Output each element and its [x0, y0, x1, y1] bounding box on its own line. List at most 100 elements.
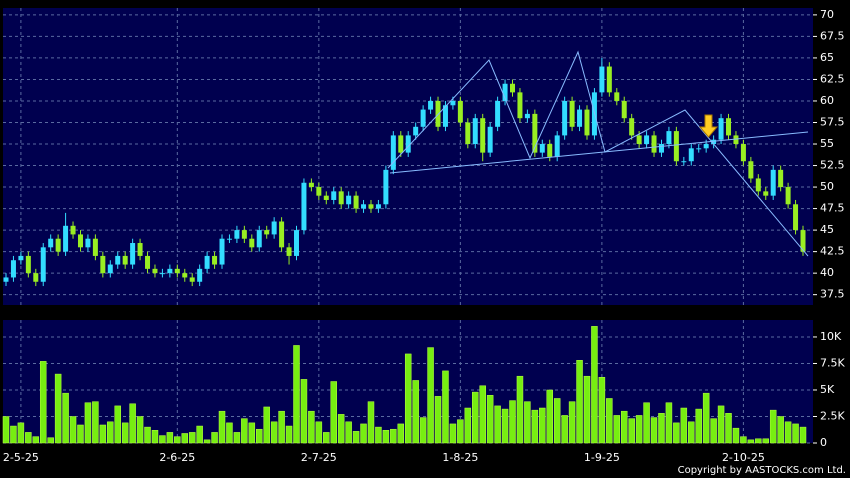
volume-bar: [92, 401, 99, 444]
volume-bar: [25, 432, 32, 444]
y-tick-label: 37.5: [820, 288, 845, 301]
candle-body: [219, 238, 225, 265]
candle-body: [204, 255, 210, 269]
candle-body: [472, 118, 478, 145]
volume-bar: [784, 421, 792, 444]
x-tick-label: 2-5-25: [3, 451, 39, 464]
candle-body: [450, 100, 456, 106]
volume-bar: [516, 375, 524, 444]
candle-body: [212, 255, 218, 265]
volume-bar: [486, 395, 494, 444]
y-tick-label: 60: [820, 94, 834, 107]
volume-bar: [345, 421, 352, 444]
candle-body: [666, 131, 672, 145]
volume-bar: [54, 373, 62, 444]
candle-body: [256, 230, 262, 248]
candle-body: [249, 238, 255, 248]
candle-body: [577, 109, 583, 127]
volume-bar: [248, 422, 256, 444]
candle-body: [279, 221, 285, 248]
candle-body: [92, 238, 98, 256]
volume-bar: [501, 408, 509, 444]
volume-bar: [390, 428, 397, 444]
candle-body: [159, 273, 165, 275]
candle-body: [778, 169, 784, 188]
candle-body: [353, 195, 359, 209]
candle-body: [539, 144, 545, 153]
candle-body: [800, 230, 806, 252]
candle-body: [70, 225, 76, 235]
y-tick-label: 10K: [820, 330, 842, 343]
volume-bar: [285, 425, 293, 444]
candle-body: [122, 255, 128, 265]
candle-body: [316, 187, 322, 196]
volume-bar: [166, 432, 174, 444]
volume-bar: [457, 419, 464, 444]
candle-body: [368, 204, 374, 209]
volume-bar: [583, 375, 591, 444]
neckline: [389, 131, 809, 174]
candle-body: [286, 247, 292, 256]
candle-body: [85, 238, 91, 248]
candle-body: [234, 230, 240, 239]
volume-bar: [598, 377, 606, 444]
x-tick-label: 2-10-25: [722, 451, 765, 464]
volume-bar: [129, 403, 136, 444]
volume-bar: [591, 326, 598, 444]
copyright: Copyright by AASTOCKS.com Ltd.: [678, 465, 846, 476]
candle-body: [763, 191, 769, 196]
candle-body: [688, 148, 694, 162]
volume-bar: [337, 414, 345, 444]
volume-bar: [762, 438, 770, 444]
volume-bar: [464, 407, 472, 444]
volume-bar: [747, 439, 755, 444]
volume-bar: [717, 405, 725, 444]
y-tick-label: 50: [820, 180, 834, 193]
y-tick-label: 55: [820, 137, 834, 150]
y-tick-label: 0: [820, 436, 827, 449]
candle-body: [55, 238, 61, 252]
candle-body: [338, 191, 344, 205]
candle-body: [77, 234, 83, 248]
candle-body: [40, 247, 46, 282]
candle-body: [145, 255, 151, 269]
volume-bar: [69, 416, 77, 444]
volume-bar: [397, 423, 405, 444]
volume-bar: [17, 422, 25, 444]
volume-bar: [375, 426, 382, 444]
candle-body: [413, 126, 419, 136]
volume-bar: [509, 400, 516, 444]
volume-bar: [404, 353, 412, 444]
candle-body: [733, 135, 739, 145]
volume-bar: [732, 427, 740, 444]
volume-bar: [203, 439, 211, 444]
candle-body: [793, 204, 799, 231]
volume-bar: [39, 361, 47, 444]
volume-bar: [524, 401, 531, 444]
candle-body: [681, 161, 687, 163]
volume-bar: [263, 406, 270, 444]
candle-body: [197, 268, 203, 282]
x-tick-label: 2-7-25: [301, 451, 337, 464]
y-tick-label: 45: [820, 223, 834, 236]
volume-bar: [211, 432, 218, 444]
y-tick-label: 47.5: [820, 202, 845, 215]
volume-bar: [613, 415, 621, 444]
candle-body: [189, 277, 195, 282]
volume-bar: [382, 430, 390, 444]
candle-body: [770, 169, 776, 196]
volume-bar: [77, 424, 84, 444]
candle-body: [346, 195, 352, 205]
candle-body: [331, 191, 337, 200]
candle-body: [264, 230, 270, 235]
x-tick-label: 2-6-25: [159, 451, 195, 464]
candle-body: [785, 187, 791, 205]
candle-body: [308, 182, 314, 188]
volume-bar: [233, 432, 241, 444]
volume-bar: [553, 398, 561, 444]
candle-body: [524, 113, 530, 119]
candle-body: [755, 178, 761, 192]
volume-bar: [84, 402, 92, 444]
volume-bar: [62, 392, 69, 444]
